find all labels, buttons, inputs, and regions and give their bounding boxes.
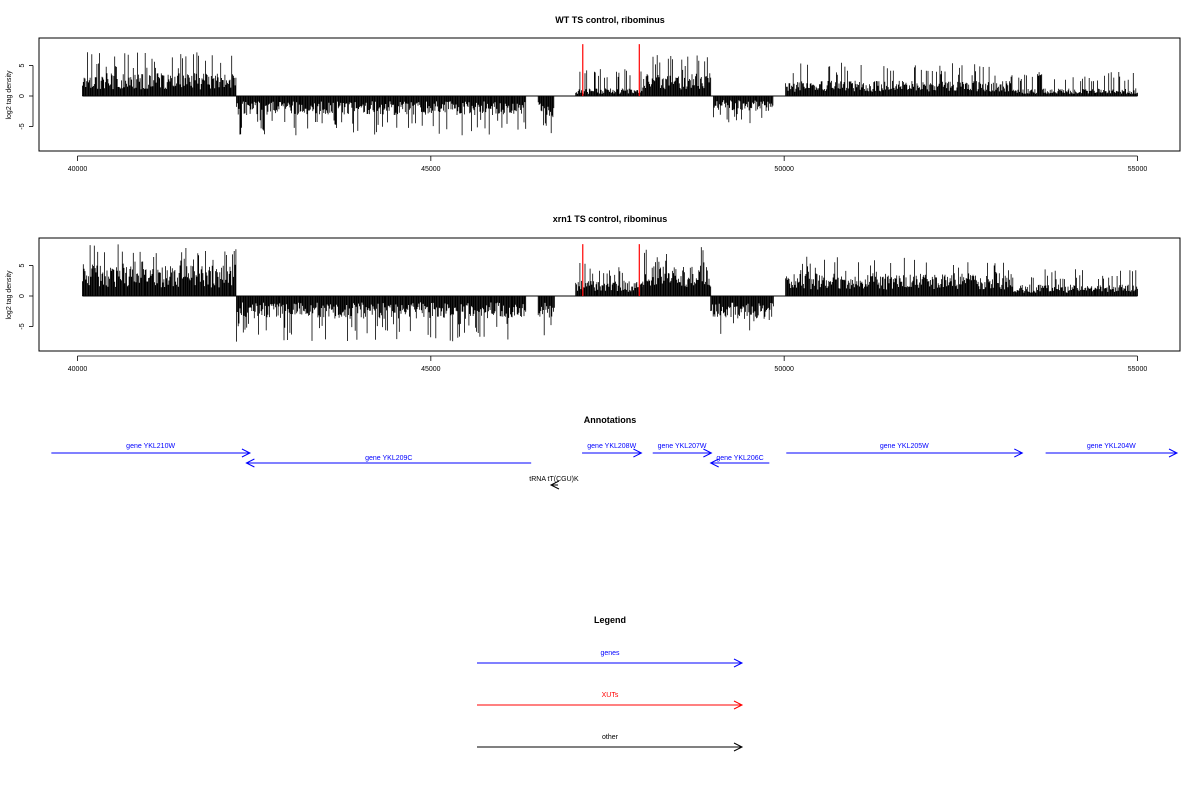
feature-arrow-arrowhead: [241, 448, 252, 458]
annotations-title: Annotations: [584, 415, 637, 425]
feature-arrow-arrowhead: [709, 458, 719, 468]
legend-item: other: [477, 734, 744, 752]
feature-arrow-arrowhead: [703, 448, 713, 458]
legend-label: XUTs: [602, 692, 619, 699]
annotation-feature: gene YKL207W: [652, 443, 713, 458]
wt-panel-title: WT TS control, ribominus: [555, 15, 665, 25]
wt-y-axis: -5 0 5: [19, 63, 34, 130]
xrn1-x-axis: 40000 45000 50000 55000: [68, 355, 1148, 373]
annotation-feature: tRNA tT(CGU)K: [529, 476, 579, 490]
wt-y-axis-label: log2 tag density: [6, 70, 13, 120]
legend-panel: Legend genes XUTs other: [477, 615, 744, 752]
legend-item: genes: [477, 650, 744, 668]
legend-arrow-arrowhead: [733, 700, 744, 710]
legend-label: other: [602, 734, 619, 741]
annotation-feature: gene YKL206C: [709, 455, 770, 468]
x-tick-label: 45000: [421, 366, 441, 373]
xrn1-coverage-panel: xrn1 TS control, ribominus 40000 45000 500…: [6, 214, 1181, 373]
feature-label: gene YKL204W: [1087, 443, 1136, 450]
y-tick-label: 0: [19, 294, 26, 298]
wt-coverage-bars: [82, 52, 1138, 136]
y-tick-label: 5: [19, 63, 26, 67]
coverage-bar-path: [82, 244, 1138, 342]
feature-arrow-arrowhead: [633, 448, 643, 458]
legend-arrow-arrowhead: [733, 742, 744, 752]
wt-xut-markers: [582, 44, 640, 96]
feature-label: gene YKL207W: [658, 443, 707, 450]
xrn1-plot-frame: [38, 237, 1181, 352]
xrn1-y-axis: -5 0 5: [19, 263, 34, 330]
feature-arrow-arrowhead: [549, 480, 560, 490]
legend-arrow-arrowhead: [733, 658, 744, 668]
feature-label: gene YKL210W: [126, 443, 175, 450]
x-tick-label: 50000: [774, 366, 794, 373]
xrn1-panel-title: xrn1 TS control, ribominus: [553, 214, 668, 224]
x-tick-label: 40000: [68, 366, 88, 373]
annotation-feature: gene YKL204W: [1045, 443, 1179, 458]
x-tick-label: 55000: [1128, 366, 1148, 373]
annotation-feature: gene YKL209C: [245, 455, 532, 468]
annotation-feature: gene YKL208W: [582, 443, 643, 458]
feature-label: gene YKL205W: [880, 443, 929, 450]
xrn1-y-axis-label: log2 tag density: [6, 270, 13, 320]
x-tick-label: 50000: [774, 166, 794, 173]
annotation-features: gene YKL210W gene YKL209C gene YKL208W gene…: [51, 443, 1179, 490]
annotation-feature: gene YKL205W: [786, 443, 1024, 458]
feature-arrow-arrowhead: [1014, 448, 1024, 458]
legend-title: Legend: [594, 615, 626, 625]
feature-label: gene YKL206C: [716, 455, 763, 462]
coverage-bar-path: [82, 52, 1138, 136]
y-tick-label: -5: [19, 323, 26, 329]
feature-label: gene YKL209C: [365, 455, 412, 462]
wt-coverage-panel: WT TS control, ribominus 40000 45000 50000…: [6, 15, 1181, 173]
feature-arrow-arrowhead: [1168, 448, 1179, 458]
xrn1-coverage-bars: [82, 244, 1138, 342]
wt-x-axis: 40000 45000 50000 55000: [68, 155, 1148, 173]
legend-label: genes: [600, 650, 620, 657]
wt-plot-frame: [38, 37, 1181, 152]
annotation-feature: gene YKL210W: [51, 443, 252, 458]
xrn1-xut-markers: [582, 244, 640, 296]
y-tick-label: 5: [19, 263, 26, 267]
legend-items: genes XUTs other: [477, 650, 744, 752]
legend-item: XUTs: [477, 692, 744, 710]
feature-label: tRNA tT(CGU)K: [529, 476, 579, 483]
feature-arrow-arrowhead: [245, 458, 255, 468]
x-tick-label: 40000: [68, 166, 88, 173]
y-tick-label: 0: [19, 94, 26, 98]
x-tick-label: 45000: [421, 166, 441, 173]
y-tick-label: -5: [19, 123, 26, 129]
feature-label: gene YKL208W: [587, 443, 636, 450]
x-tick-label: 55000: [1128, 166, 1148, 173]
